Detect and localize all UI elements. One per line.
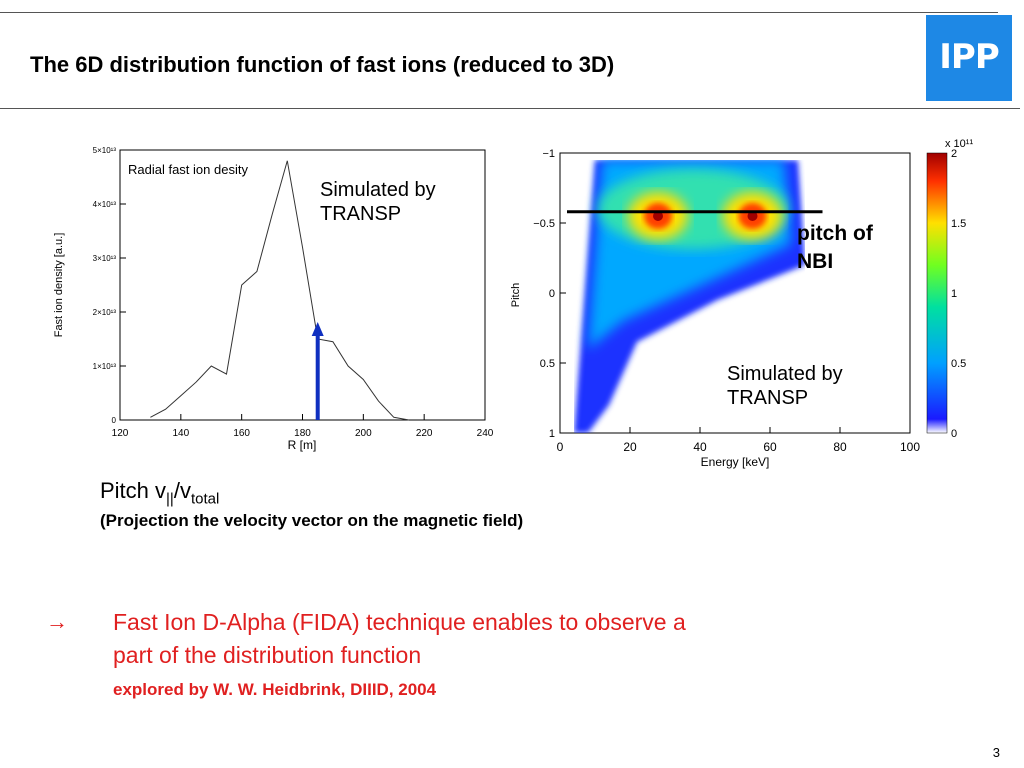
left-ytick-label: 5×10¹³ [93, 146, 117, 155]
logo-text: IPP [939, 37, 1000, 77]
right-xtick-label: 20 [623, 440, 637, 454]
radial-density-chart: Radial fast ion desity 120 140 160 180 200 22… [53, 146, 494, 452]
fida-statement: Fast Ion D-Alpha (FIDA) technique enable… [113, 609, 686, 668]
sim-left-line1: Simulated by [320, 179, 436, 201]
colorbar-tick-label: 0.5 [951, 358, 966, 370]
explored-credit: explored by W. W. Heidbrink, DIIID, 2004 [113, 680, 437, 699]
right-xtick-label: 60 [763, 440, 777, 454]
heatmap-fields [574, 160, 805, 433]
right-ylabel: Pitch [510, 283, 522, 307]
right-ytick-label: −1 [542, 148, 555, 160]
left-ytick-label: 0 [112, 416, 117, 425]
right-ytick-label: 0.5 [540, 358, 555, 370]
pitch-definition: Pitch v||/vtotal [100, 478, 219, 507]
pitch-energy-heatmap: 0 20 40 60 80 100 −1−0.500.51 Energy [keV] Pi… [510, 138, 973, 469]
right-ytick-label: 0 [549, 288, 555, 300]
left-ylabel: Fast ion density [a.u.] [53, 233, 65, 338]
right-xtick-label: 0 [557, 440, 564, 454]
page-number: 3 [992, 745, 1000, 760]
density-line [150, 160, 410, 421]
left-ytick-label: 2×10¹³ [93, 308, 117, 317]
pitch-nbi-line2: NBI [797, 250, 834, 273]
pitch-sub-parallel: || [166, 490, 174, 508]
sim-label-right: Simulated by TRANSP [727, 362, 843, 410]
pitch-nbi-label: pitch of NBI [797, 220, 873, 276]
right-ytick-label: 1 [549, 428, 555, 440]
radius-marker-arrowhead [311, 322, 324, 336]
title-rule [0, 108, 1020, 109]
sim-right-line2: TRANSP [727, 387, 809, 409]
left-ytick-label: 3×10¹³ [93, 254, 117, 263]
pitch-sub-total: total [190, 490, 220, 508]
heat-peak-core [748, 211, 758, 221]
sim-right-line1: Simulated by [727, 363, 843, 385]
projection-note: (Projection the velocity vector on the m… [100, 511, 524, 530]
colorbar-tick-label: 2 [951, 148, 957, 160]
pitch-nbi-line1: pitch of [797, 222, 873, 245]
top-rule [0, 12, 998, 13]
colorbar-label: x 10¹¹ [945, 138, 973, 150]
pitch-slash: /v [173, 478, 191, 503]
colorbar-tick-label: 1.5 [951, 218, 966, 230]
pitch-main: Pitch v [100, 478, 167, 503]
sim-left-line2: TRANSP [320, 203, 402, 225]
left-xtick-label: 120 [112, 428, 129, 439]
right-xtick-label: 80 [833, 440, 847, 454]
colorbar-tick-label: 1 [951, 288, 957, 300]
left-xtick-label: 180 [294, 428, 311, 439]
colorbar [926, 152, 948, 434]
left-ytick-label: 1×10¹³ [93, 362, 117, 371]
left-xtick-label: 140 [172, 428, 189, 439]
colorbar-tick-label: 0 [951, 428, 957, 440]
right-xlabel: Energy [keV] [701, 455, 770, 469]
left-xtick-label: 240 [477, 428, 494, 439]
bullet-arrow-icon: → [46, 609, 68, 634]
left-xlabel: R [m] [288, 438, 317, 452]
left-ytick-label: 4×10¹³ [93, 200, 117, 209]
right-xtick-label: 40 [693, 440, 707, 454]
right-ytick-label: −0.5 [533, 218, 555, 230]
right-xtick-label: 100 [900, 440, 920, 454]
heat-peak-core [653, 211, 663, 221]
sim-label-left: Simulated by TRANSP [320, 178, 436, 226]
left-xtick-label: 160 [233, 428, 250, 439]
slide-title: The 6D distribution function of fast ion… [30, 52, 615, 77]
left-xtick-label: 220 [416, 428, 433, 439]
left-chart-title: Radial fast ion desity [128, 162, 248, 177]
ipp-logo: IPP [926, 15, 1012, 101]
left-xtick-label: 200 [355, 428, 372, 439]
